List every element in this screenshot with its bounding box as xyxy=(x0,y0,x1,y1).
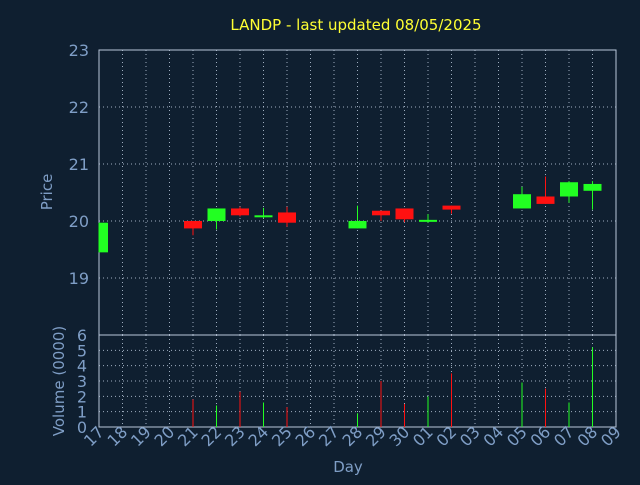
candle xyxy=(583,181,602,210)
price-tick-label: 23 xyxy=(69,41,89,60)
price-tick-label: 20 xyxy=(69,212,89,231)
volume-axis-label: Volume (0000) xyxy=(50,326,68,436)
candle xyxy=(348,205,367,229)
candle-body xyxy=(583,183,602,191)
candle xyxy=(372,210,390,221)
volume-tick-label: 1 xyxy=(77,403,87,422)
candle-body xyxy=(254,215,273,218)
candle xyxy=(442,205,461,214)
x-tick-labels: 1718192021222324252627282930010203040506… xyxy=(80,422,625,450)
candle-body xyxy=(419,219,437,222)
candle xyxy=(278,206,296,227)
candle-body xyxy=(99,222,108,253)
price-plot-frame xyxy=(98,49,617,336)
price-tick-label: 21 xyxy=(69,155,89,174)
candle-body xyxy=(372,210,390,216)
candle-body xyxy=(536,196,555,204)
chart-title: LANDP - last updated 08/05/2025 xyxy=(230,16,481,34)
candle xyxy=(207,208,226,230)
volume-tick-label: 2 xyxy=(77,387,87,406)
candle-body xyxy=(395,208,414,220)
volume-tick-label: 0 xyxy=(77,418,87,437)
candle-body xyxy=(231,208,249,216)
candle-body xyxy=(513,194,531,209)
volume-tick-label: 5 xyxy=(77,341,87,360)
volume-tick-label: 6 xyxy=(77,326,87,345)
candle xyxy=(184,221,202,236)
candle-body xyxy=(560,182,578,197)
volume-tick-label: 4 xyxy=(77,357,87,376)
price-panel: 23 22 21 20 19 xyxy=(69,41,617,336)
x-axis-label: Day xyxy=(333,458,363,476)
candle xyxy=(395,208,414,223)
candle xyxy=(419,214,437,223)
price-tick-label: 22 xyxy=(69,98,89,117)
candle-body xyxy=(348,221,367,229)
candle xyxy=(98,222,108,253)
price-axis-label: Price xyxy=(38,174,56,211)
candle-body xyxy=(278,212,296,223)
candle-body xyxy=(184,221,202,229)
price-tick-label: 19 xyxy=(69,269,89,288)
candle xyxy=(536,176,555,204)
candle xyxy=(231,206,249,217)
candle-body xyxy=(442,205,461,210)
volume-tick-label: 3 xyxy=(77,372,87,391)
candle xyxy=(560,181,578,203)
candle xyxy=(513,186,531,209)
candle-body xyxy=(207,208,226,221)
candle xyxy=(254,207,273,219)
